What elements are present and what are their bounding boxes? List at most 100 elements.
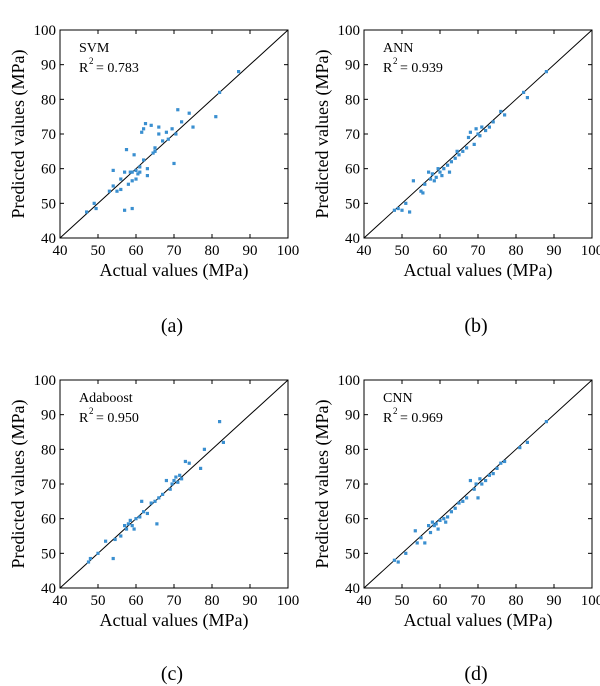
chart-cnn-point xyxy=(472,487,476,491)
chart-cnn-point xyxy=(478,477,482,481)
chart-ann-x-tick-label: 50 xyxy=(395,243,410,259)
chart-ann-point xyxy=(392,208,396,212)
chart-svm-x-tick-label: 100 xyxy=(277,243,300,259)
chart-ann-point xyxy=(404,201,408,205)
chart-adaboost-model-name: Adaboost xyxy=(79,391,133,406)
chart-ann-point xyxy=(434,175,438,179)
chart-svm-point xyxy=(130,170,134,174)
chart-svm-point xyxy=(119,177,123,181)
chart-cnn-point xyxy=(428,530,433,535)
chart-svm-x-tick-label: 40 xyxy=(53,243,68,259)
chart-ann-point xyxy=(468,130,472,134)
chart-ann-x-tick-label: 100 xyxy=(581,243,600,259)
chart-svm-point xyxy=(130,179,134,183)
chart-cnn-point xyxy=(461,499,465,503)
chart-svm-point xyxy=(126,182,130,186)
chart-ann-point xyxy=(476,132,480,136)
chart-adaboost-y-tick-label: 90 xyxy=(41,408,56,424)
chart-adaboost-point xyxy=(176,480,180,484)
chart-adaboost-point xyxy=(218,420,222,424)
chart-adaboost-point xyxy=(199,466,203,470)
chart-ann-model-name: ANN xyxy=(383,41,413,56)
chart-ann-y-tick-label: 40 xyxy=(345,231,360,247)
chart-adaboost-point xyxy=(134,517,138,521)
chart-svm-panel: 40 50 60 70 80 90 100 40 50 60 70 80 90 100 Actual val… xyxy=(8,23,299,337)
chart-cnn-y-tick-label: 70 xyxy=(345,477,360,493)
chart-svm-point xyxy=(170,127,174,131)
chart-adaboost-point xyxy=(153,499,157,503)
chart-svm-point xyxy=(143,122,148,126)
chart-svm-x-tick-label: 90 xyxy=(243,243,258,259)
chart-ann-point xyxy=(472,142,476,146)
chart-cnn-r2-prefix: R xyxy=(383,411,393,426)
chart-adaboost-y-tick-label: 70 xyxy=(41,477,56,493)
chart-cnn-x-tick-label: 50 xyxy=(395,593,410,609)
chart-ann-point xyxy=(396,206,400,211)
chart-svm-point xyxy=(149,123,153,127)
chart-ann-point xyxy=(440,174,444,178)
chart-cnn-point xyxy=(415,541,419,545)
chart-ann-panel-label: (b) xyxy=(464,315,487,337)
chart-svm-x-tick-label: 50 xyxy=(91,243,106,259)
chart-adaboost-panel-label: (c) xyxy=(161,663,183,685)
chart-ann-point xyxy=(461,149,465,153)
chart-svm-point xyxy=(180,120,184,124)
chart-svm-point xyxy=(107,189,111,193)
chart-adaboost-point xyxy=(96,551,100,555)
chart-cnn-y-tick-label: 100 xyxy=(338,373,361,389)
chart-adaboost-x-tick-label: 70 xyxy=(167,593,182,609)
chart-adaboost-x-tick-label: 60 xyxy=(129,593,144,609)
chart-svm-point xyxy=(138,165,142,169)
chart-svm-point xyxy=(136,172,140,176)
chart-svm-y-axis-title: Predicted values (MPa) xyxy=(8,50,29,219)
chart-svm-point xyxy=(138,170,142,174)
chart-cnn-point xyxy=(434,522,438,526)
chart-ann-y-tick-label: 100 xyxy=(338,23,361,39)
chart-cnn-y-tick-label: 40 xyxy=(345,581,360,597)
chart-ann-point xyxy=(474,127,478,131)
chart-svm-point xyxy=(153,146,157,150)
chart-adaboost-point xyxy=(113,537,117,542)
chart-svm-point xyxy=(176,108,180,112)
chart-cnn-point xyxy=(525,440,529,444)
chart-svm-point xyxy=(237,70,241,74)
chart-ann-point xyxy=(421,191,425,195)
chart-adaboost-point xyxy=(123,524,127,528)
chart-adaboost-r2-prefix: R xyxy=(79,411,89,426)
chart-ann-point xyxy=(503,113,507,117)
chart-cnn-y-tick-label: 60 xyxy=(345,512,360,528)
chart-svm-point xyxy=(92,201,96,205)
chart-svm-point xyxy=(94,206,98,211)
chart-ann-point xyxy=(400,208,404,212)
chart-svm-y-tick-label: 60 xyxy=(41,162,56,178)
chart-adaboost-point xyxy=(126,522,130,526)
chart-ann-y-tick-label: 80 xyxy=(345,92,360,108)
chart-svm-y-tick-label: 80 xyxy=(41,92,56,108)
chart-cnn-point xyxy=(468,478,472,483)
chart-adaboost-x-tick-label: 50 xyxy=(91,593,106,609)
chart-svm-point xyxy=(157,132,161,136)
chart-adaboost-x-axis-title: Actual values (MPa) xyxy=(100,610,249,631)
chart-ann-point xyxy=(480,125,484,129)
chart-cnn-x-axis-title: Actual values (MPa) xyxy=(404,610,553,631)
chart-svm-point xyxy=(123,208,127,212)
chart-adaboost-point xyxy=(161,492,165,496)
chart-svm-point xyxy=(191,125,195,129)
chart-cnn-y-tick-label: 50 xyxy=(345,546,360,562)
chart-cnn-point xyxy=(503,459,507,464)
chart-adaboost-point xyxy=(187,461,191,465)
chart-cnn-x-tick-label: 90 xyxy=(547,593,562,609)
chart-adaboost-point xyxy=(164,478,168,483)
chart-cnn-point xyxy=(419,536,423,540)
chart-cnn-panel: 40 50 60 70 80 90 100 40 50 60 70 80 90 100 Actual val… xyxy=(312,373,600,685)
chart-cnn-r2-superscript: 2 xyxy=(393,406,398,416)
chart-svm-point xyxy=(124,148,129,152)
chart-svm-y-tick-label: 50 xyxy=(41,196,56,212)
chart-svm-point xyxy=(111,168,115,172)
chart-adaboost-r2-value: = 0.950 xyxy=(96,411,139,426)
chart-adaboost-point xyxy=(170,482,174,486)
chart-ann-point xyxy=(446,163,450,167)
chart-ann-panel: 40 50 60 70 80 90 100 40 50 60 70 80 90 100 Actual val… xyxy=(312,23,600,337)
chart-cnn-point xyxy=(495,466,499,470)
chart-ann-point xyxy=(447,170,452,174)
